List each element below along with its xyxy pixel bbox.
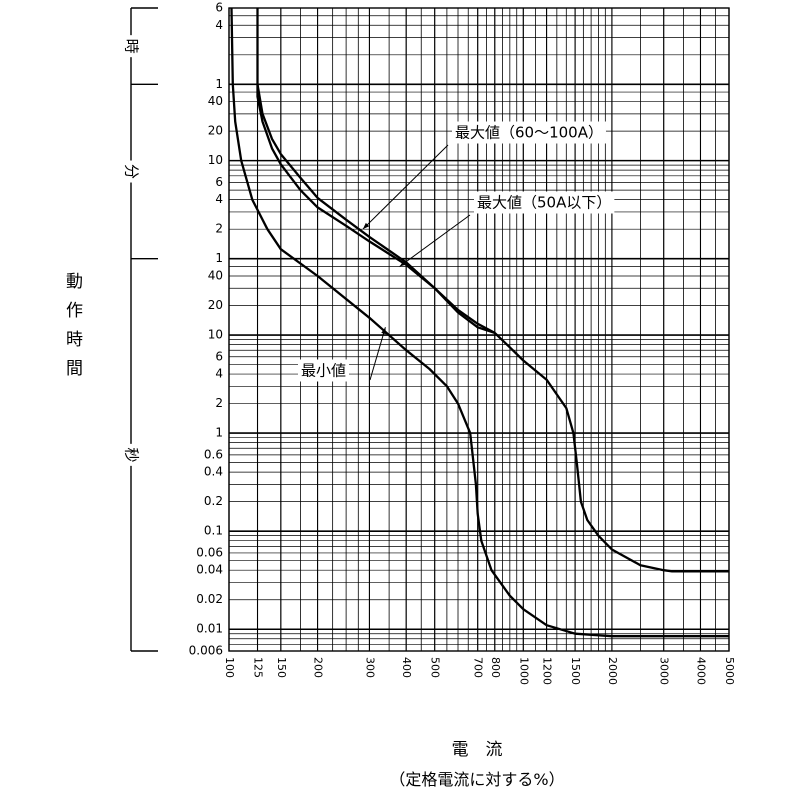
x-tick-label: 400 bbox=[400, 657, 413, 678]
y-tick-labels: 6 4 1 40 20 10 6 4 2 1 40 20 10 6 4 2 1 0.6 0.4 0.2 0.1 0.06 0… bbox=[189, 1, 223, 658]
x-tick-label: 300 bbox=[363, 657, 376, 678]
curve-series-1 bbox=[256, 84, 496, 334]
y-tick-label: 1 bbox=[215, 426, 223, 440]
y-tick-label: 0.2 bbox=[204, 494, 223, 508]
y-tick-label: 6 bbox=[215, 175, 223, 189]
annotation-arrowhead bbox=[399, 260, 407, 267]
unit-label-background bbox=[121, 443, 141, 466]
y-tick-label: 0.4 bbox=[204, 465, 223, 479]
annotation-background bbox=[298, 359, 350, 382]
annotation-leader bbox=[369, 327, 386, 381]
x-tick-label: 1000 bbox=[517, 657, 530, 685]
x-tick-label: 150 bbox=[275, 657, 288, 678]
y-tick-label: 10 bbox=[208, 328, 223, 342]
x-tick-label: 3000 bbox=[658, 657, 671, 685]
y-tick-label: 20 bbox=[208, 298, 223, 312]
annotation-leader bbox=[399, 214, 471, 267]
x-tick-label: 2000 bbox=[606, 657, 619, 685]
y-tick-label: 10 bbox=[208, 153, 223, 167]
y-tick-label: 40 bbox=[208, 268, 223, 282]
plot-border bbox=[228, 7, 730, 652]
time-unit-label: 秒 bbox=[123, 447, 141, 462]
annotation-arrowhead bbox=[381, 327, 386, 335]
annotation-background bbox=[474, 191, 615, 214]
plot-frame bbox=[228, 7, 730, 652]
time-unit-label: 時 bbox=[123, 39, 141, 54]
y-tick-label: 4 bbox=[215, 367, 223, 381]
x-tick-label: 100 bbox=[223, 657, 236, 678]
unit-label-background bbox=[121, 160, 141, 183]
x-tick-label: 4000 bbox=[694, 657, 707, 685]
y-tick-label: 2 bbox=[215, 396, 223, 410]
time-unit-label: 分 bbox=[123, 164, 141, 179]
y-tick-label: 2 bbox=[215, 222, 223, 236]
x-tick-label: 500 bbox=[429, 657, 442, 678]
annotation-label: 最大値（50A以下） bbox=[477, 194, 611, 212]
y-tick-label: 6 bbox=[215, 1, 223, 15]
x-tick-label: 200 bbox=[312, 657, 325, 678]
y-tick-label: 1 bbox=[215, 77, 223, 91]
annotation-label: 最大値（60～100A） bbox=[455, 124, 603, 142]
annotation-leader bbox=[362, 144, 449, 230]
x-tick-label: 800 bbox=[489, 657, 502, 678]
x-tick-label: 1500 bbox=[569, 657, 582, 685]
y-tick-label: 4 bbox=[215, 18, 223, 32]
annotation-arrowhead bbox=[362, 222, 370, 230]
annotations: 最大値（60～100A） 最大値（50A以下） 最小値 bbox=[298, 121, 615, 382]
curve-series-0 bbox=[256, 8, 729, 573]
x-tick-labels: 100 125 150 200 300 400 500 700 800 1000 1200 1500 2… bbox=[223, 657, 736, 685]
y-tick-label: 40 bbox=[208, 94, 223, 108]
x-tick-label: 125 bbox=[252, 657, 265, 678]
x-axis-sublabel: （定格電流に対する%） bbox=[389, 770, 564, 789]
y-tick-label: 0.04 bbox=[196, 563, 223, 577]
y-tick-label: 0.006 bbox=[189, 644, 223, 658]
curve-series-2 bbox=[230, 7, 729, 638]
unit-label-background bbox=[121, 35, 141, 58]
y-tick-label: 0.6 bbox=[204, 447, 223, 461]
y-tick-label: 0.01 bbox=[196, 622, 223, 636]
y-tick-label: 1 bbox=[215, 251, 223, 265]
time-unit-bracket: 時分秒 bbox=[121, 7, 158, 652]
curves bbox=[230, 7, 729, 638]
y-tick-label: 0.1 bbox=[204, 524, 223, 538]
y-axis-label: 動作時間 bbox=[62, 272, 83, 388]
y-tick-label: 20 bbox=[208, 124, 223, 138]
x-axis-label: 電 流 bbox=[452, 740, 503, 760]
y-tick-label: 4 bbox=[215, 192, 223, 206]
y-tick-label: 0.02 bbox=[196, 592, 223, 606]
x-tick-label: 1200 bbox=[541, 657, 554, 685]
annotation-label: 最小値 bbox=[301, 362, 346, 380]
y-tick-label: 6 bbox=[215, 349, 223, 363]
annotation-background bbox=[452, 121, 606, 144]
grid-lines bbox=[228, 7, 730, 652]
x-tick-label: 700 bbox=[472, 657, 485, 678]
x-tick-label: 5000 bbox=[723, 657, 736, 685]
y-tick-label: 0.06 bbox=[196, 545, 223, 559]
